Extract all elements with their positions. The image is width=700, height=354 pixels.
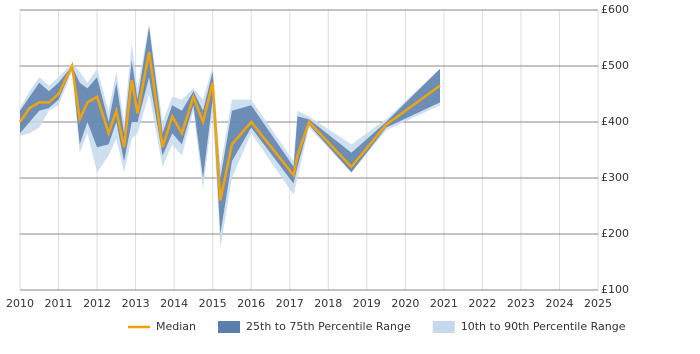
y-tick-label: £600 <box>601 3 629 16</box>
x-tick-label: 2016 <box>237 297 265 310</box>
legend-swatch <box>218 321 241 333</box>
x-tick-label: 2017 <box>276 297 304 310</box>
y-tick-label: £500 <box>601 59 629 72</box>
median-line <box>18 51 441 201</box>
legend-label: 25th to 75th Percentile Range <box>246 320 411 333</box>
legend-swatch <box>432 321 455 333</box>
x-tick-label: 2023 <box>507 297 535 310</box>
legend-label: 10th to 90th Percentile Range <box>461 320 626 333</box>
y-tick-label: £400 <box>601 115 629 128</box>
y-tick-label: £200 <box>601 227 629 240</box>
x-tick-label: 2011 <box>45 297 73 310</box>
x-tick-label: 2014 <box>160 297 188 310</box>
percentile-band <box>20 26 441 234</box>
x-tick-label: 2021 <box>430 297 458 310</box>
x-tick-label: 2024 <box>545 297 573 310</box>
x-tick-label: 2018 <box>314 297 342 310</box>
x-tick-label: 2019 <box>353 297 381 310</box>
x-tick-label: 2022 <box>468 297 496 310</box>
x-tick-label: 2025 <box>584 297 612 310</box>
y-tick-label: £100 <box>601 283 629 296</box>
x-tick-label: 2013 <box>122 297 150 310</box>
legend-label: Median <box>156 320 196 333</box>
x-tick-label: 2012 <box>83 297 111 310</box>
plot-area <box>20 10 598 290</box>
x-tick-label: 2020 <box>391 297 419 310</box>
y-tick-label: £300 <box>601 171 629 184</box>
x-tick-label: 2010 <box>6 297 34 310</box>
x-tick-label: 2015 <box>199 297 227 310</box>
